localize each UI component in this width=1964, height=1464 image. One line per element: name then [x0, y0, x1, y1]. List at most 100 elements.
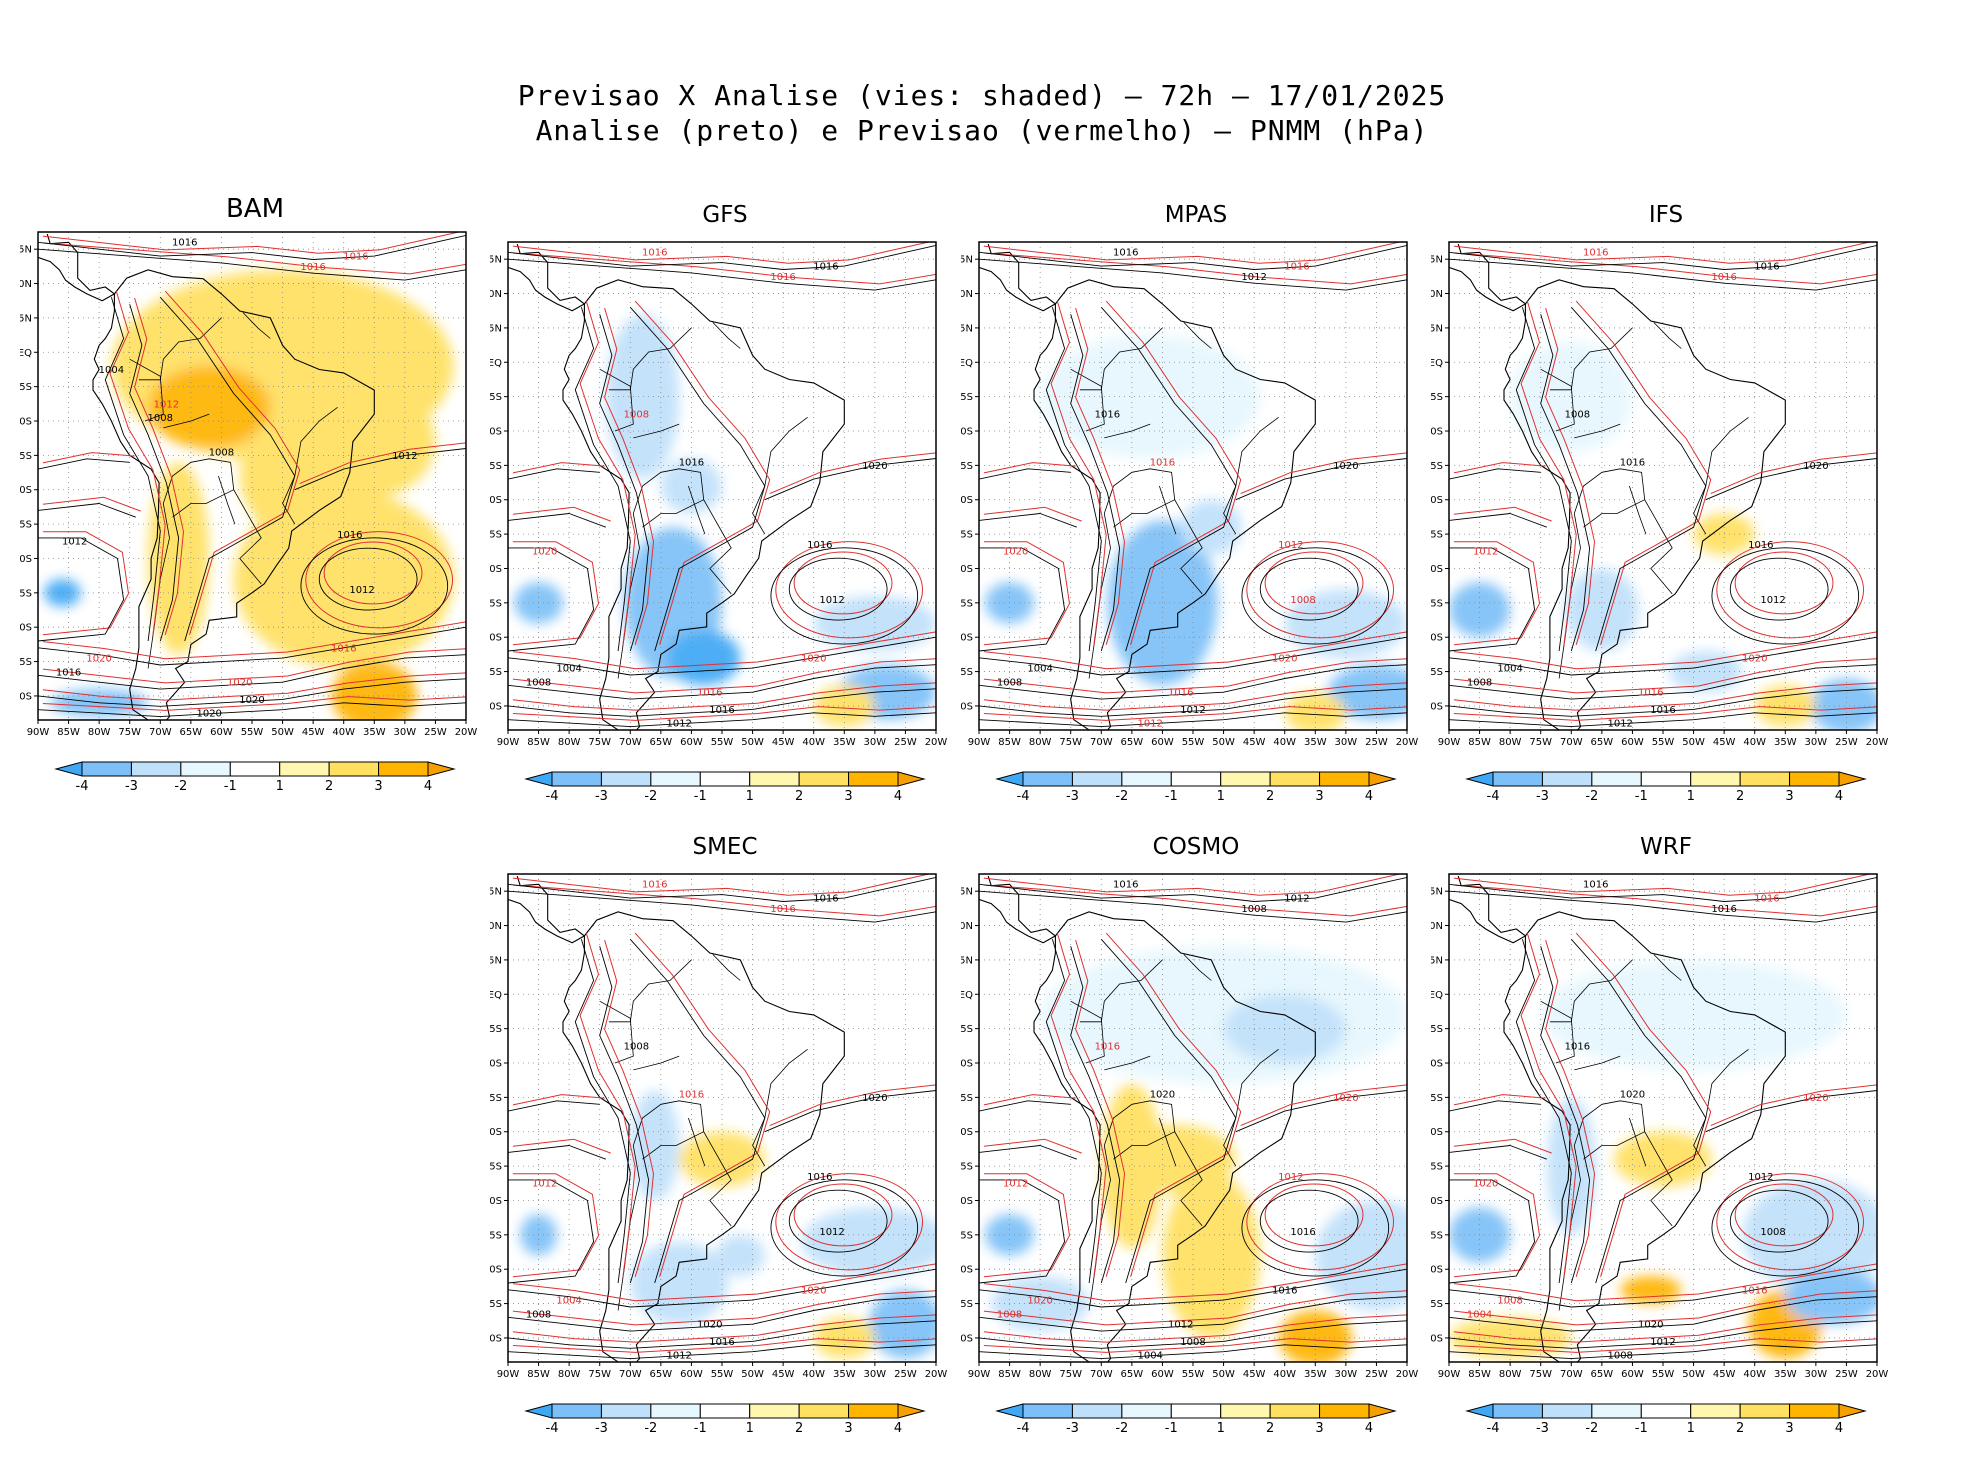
isobar-label: 1008	[1565, 409, 1590, 420]
lon-tick-label: 50W	[1212, 737, 1235, 748]
colorbar-label: -1	[694, 789, 707, 804]
coastline	[1033, 279, 1316, 730]
colorbar-label: -1	[224, 779, 237, 794]
isobar-label: 1016	[813, 261, 838, 272]
lat-tick-label: 35S	[1431, 598, 1443, 609]
lon-tick-label: 90W	[497, 1369, 520, 1380]
colorbar-label: 2	[1736, 1421, 1744, 1436]
lon-tick-label: 90W	[1438, 1369, 1461, 1380]
lat-tick-label: 10S	[1431, 1059, 1443, 1070]
coastline	[562, 911, 845, 1362]
panel-title: BAM	[225, 194, 285, 224]
colorbar: -4 -3 -2 -1 1 2 3 4	[54, 761, 456, 794]
colorbar-label: -3	[1536, 789, 1549, 804]
lat-tick-label: 5N	[961, 955, 973, 966]
isobar-label: 1020	[532, 547, 557, 558]
bias-area	[1284, 692, 1346, 730]
panel-ifs: IFS 1016 1016 1016 1016 1012 1008 1016 1020 1020…	[1431, 202, 1901, 832]
bias-area	[813, 1317, 875, 1359]
figure-title: Previsao X Analise (vies: shaded) – 72h …	[0, 78, 1964, 148]
isobar-label: 1008	[148, 413, 173, 424]
lon-tick-label: 35W	[1774, 1369, 1797, 1380]
colorbar-label: 1	[746, 1421, 754, 1436]
colorbar-label: 3	[1785, 789, 1793, 804]
lon-tick-label: 60W	[1621, 737, 1644, 748]
isobar-label: 1016	[343, 251, 368, 262]
colorbar-label: 1	[1687, 1421, 1695, 1436]
panel-mpas: MPAS 1016 1016 1012 1012 1008 1016 1016 1020 102…	[961, 202, 1431, 832]
colorbar-label: 1	[276, 779, 284, 794]
colorbar-label: 4	[1835, 1421, 1843, 1436]
isobar-label: 1020	[1742, 653, 1767, 664]
lat-tick-label: 15S	[20, 451, 32, 462]
lat-tick-label: 30S	[961, 1196, 973, 1207]
colorbar-label: 2	[795, 789, 803, 804]
map-gfs: 1016 1016 1016 1016 1012 1008 1016 1020 1020 1016…	[490, 241, 947, 804]
lat-tick-label: 15S	[961, 1093, 973, 1104]
lon-tick-label: 70W	[1560, 737, 1583, 748]
lat-tick-label: 50S	[490, 701, 502, 712]
bias-area	[991, 1276, 1090, 1332]
colorbar-label: -2	[1115, 789, 1128, 804]
bias-area	[1565, 568, 1639, 651]
lat-tick-label: 20S	[961, 495, 973, 506]
isobar-label: 1012	[819, 1227, 844, 1238]
colorbar-label: 1	[1687, 789, 1695, 804]
lat-tick-label: 15N	[490, 255, 502, 266]
panel-title: GFS	[702, 202, 748, 228]
panel-smec: SMEC 1016 1016 1016 1016 1012 1008 1016 1020 102…	[490, 834, 960, 1464]
lat-tick-label: 40S	[490, 1265, 502, 1276]
lat-tick-label: 5S	[490, 392, 502, 403]
lat-tick-label: 30S	[1431, 1196, 1443, 1207]
lat-tick-label: 15N	[1431, 887, 1443, 898]
lat-tick-label: 15S	[490, 1093, 502, 1104]
map-cosmo: 1016 1012 1008 1012 1016 1016 1020 1020 1016 1012…	[961, 873, 1418, 1436]
lon-tick-label: 45W	[1713, 737, 1736, 748]
isobar-label: 1020	[227, 678, 252, 689]
lat-tick-label: 10N	[20, 279, 32, 290]
lat-tick-label: 5N	[490, 323, 502, 334]
lat-tick-label: 35S	[961, 1230, 973, 1241]
lat-tick-label: 15S	[1431, 1093, 1443, 1104]
lat-tick-label: 15S	[490, 461, 502, 472]
isobar-label: 1012	[349, 585, 374, 596]
colorbar-label: 4	[894, 1421, 902, 1436]
lon-tick-label: 70W	[619, 737, 642, 748]
colorbar-label: -3	[125, 779, 138, 794]
lat-tick-label: 5S	[20, 382, 32, 393]
lat-tick-label: 30S	[490, 1196, 502, 1207]
colorbar-label: -3	[595, 789, 608, 804]
lon-tick-label: 90W	[968, 1369, 991, 1380]
lat-tick-label: 40S	[20, 623, 32, 634]
lat-tick-label: 30S	[961, 564, 973, 575]
isobar-label: 1012	[1180, 705, 1205, 716]
lon-tick-label: 65W	[1121, 737, 1144, 748]
lon-tick-label: 30W	[1805, 737, 1828, 748]
isobar-label: 1020	[1473, 1179, 1498, 1190]
lon-tick-label: 75W	[1529, 737, 1552, 748]
lon-tick-label: 60W	[680, 737, 703, 748]
bias-area	[1510, 341, 1633, 452]
lat-tick-label: 50S	[1431, 1333, 1443, 1344]
isobar-label: 1012	[1278, 540, 1303, 551]
lon-tick-label: 60W	[1621, 1369, 1644, 1380]
bias-area	[1162, 1172, 1261, 1338]
colorbar-label: -4	[1487, 1421, 1500, 1436]
isobar-label: 1004	[556, 664, 581, 675]
map-bam: 1016 1016 1016 1016 1012 1012 1008 1012 1016 1020…	[20, 231, 477, 794]
colorbar-label: 1	[1217, 789, 1225, 804]
lon-tick-label: 55W	[1182, 1369, 1205, 1380]
lat-tick-label: 25S	[1431, 530, 1443, 541]
colorbar-label: 4	[894, 789, 902, 804]
colorbar-label: 3	[844, 1421, 852, 1436]
colorbar-label: -2	[174, 779, 187, 794]
lat-tick-label: 15S	[1431, 461, 1443, 472]
lon-tick-label: 25W	[424, 727, 447, 738]
lon-tick-label: 25W	[1365, 737, 1388, 748]
lat-tick-label: 40S	[961, 1265, 973, 1276]
isobar-label: 1016	[679, 457, 704, 468]
lat-tick-label: 20S	[490, 1127, 502, 1138]
lon-tick-label: 40W	[1743, 1369, 1766, 1380]
lat-tick-label: 20S	[20, 485, 32, 496]
isobar-label: 1016	[1113, 248, 1138, 259]
